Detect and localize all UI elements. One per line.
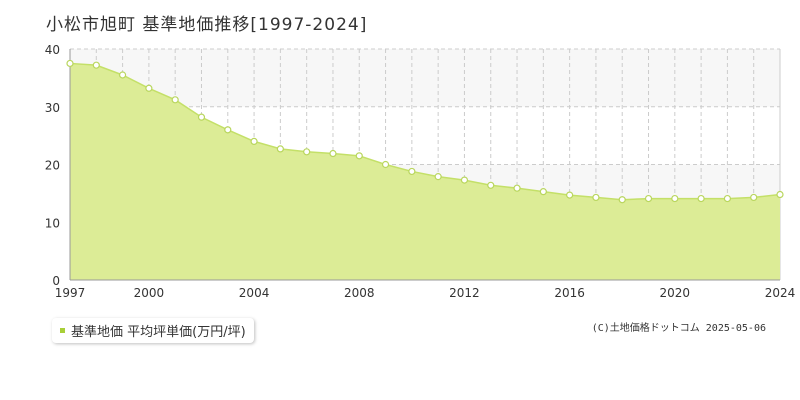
data-point <box>697 194 705 203</box>
data-point <box>750 193 758 202</box>
data-point <box>408 167 416 176</box>
data-point <box>460 176 469 184</box>
area-layer <box>69 62 781 280</box>
legend: 基準地価 平均坪単価(万円/坪) <box>52 318 254 343</box>
data-point <box>66 59 74 68</box>
data-point <box>118 71 127 79</box>
chart-title: 小松市旭町 基準地価推移[1997-2024] <box>46 15 368 35</box>
data-point <box>92 61 100 69</box>
y-tick-label: 30 <box>45 101 60 115</box>
data-point <box>145 84 153 92</box>
x-tick-label: 2024 <box>765 286 796 300</box>
series-area <box>70 63 780 280</box>
data-point <box>329 149 337 158</box>
data-point <box>381 160 390 169</box>
y-tick-label: 10 <box>45 216 60 230</box>
data-point <box>434 173 442 181</box>
data-point <box>276 145 284 153</box>
y-tick-label: 20 <box>45 159 60 173</box>
axis-layer <box>69 49 780 281</box>
data-point <box>355 152 363 160</box>
credit-text: (C)土地価格ドットコム 2025-05-06 <box>591 323 766 334</box>
data-point <box>303 148 311 156</box>
y-tick-label: 0 <box>52 274 60 288</box>
tick-labels-layer: 0 10 20 30 40 1997 2000 2004 2008 2012 2016 2020 202… <box>45 43 796 300</box>
x-tick-label: 2012 <box>449 286 480 300</box>
data-point <box>197 113 206 121</box>
x-tick-label: 1997 <box>55 286 86 300</box>
data-point <box>671 194 679 203</box>
highlight-band <box>70 49 780 107</box>
area-chart: 0 10 20 30 40 1997 2000 2004 2008 2012 2016 2020 202… <box>45 43 796 300</box>
data-point <box>592 193 600 202</box>
legend-swatch <box>60 328 65 333</box>
data-point <box>539 188 547 196</box>
series-line <box>69 62 781 201</box>
x-tick-label: 2020 <box>660 286 691 300</box>
data-point <box>171 96 179 104</box>
data-point <box>250 137 258 145</box>
data-point <box>776 190 784 199</box>
points-layer <box>66 59 784 204</box>
data-point <box>487 181 495 189</box>
x-tick-label: 2000 <box>134 286 165 300</box>
x-tick-label: 2004 <box>239 286 270 300</box>
data-point <box>644 194 653 203</box>
legend-label: 基準地価 平均坪単価(万円/坪) <box>71 325 246 340</box>
data-point <box>513 184 521 192</box>
x-tick-label: 2008 <box>344 286 375 300</box>
data-point <box>618 196 626 204</box>
data-point <box>723 194 732 203</box>
x-tick-label: 2016 <box>554 286 585 300</box>
y-tick-label: 40 <box>45 43 60 57</box>
data-point <box>566 191 574 199</box>
data-point <box>224 126 232 134</box>
